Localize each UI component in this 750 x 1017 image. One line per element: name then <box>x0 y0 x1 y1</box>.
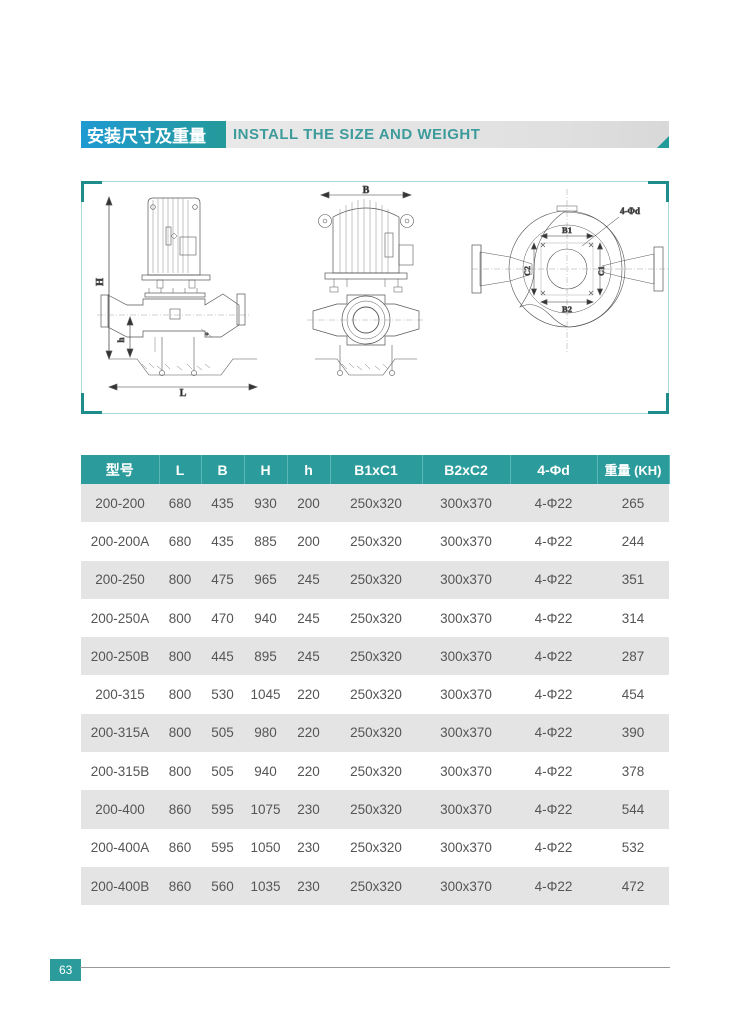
svg-text:B2: B2 <box>562 304 572 314</box>
svg-text:H: H <box>95 278 106 286</box>
svg-text:B: B <box>363 185 370 196</box>
svg-text:h: h <box>116 337 126 342</box>
svg-text:B1: B1 <box>562 225 572 235</box>
svg-text:L: L <box>180 388 187 399</box>
svg-text:C2: C2 <box>523 266 532 276</box>
svg-text:C1: C1 <box>597 266 606 276</box>
svg-text:4-Φd: 4-Φd <box>620 206 640 216</box>
